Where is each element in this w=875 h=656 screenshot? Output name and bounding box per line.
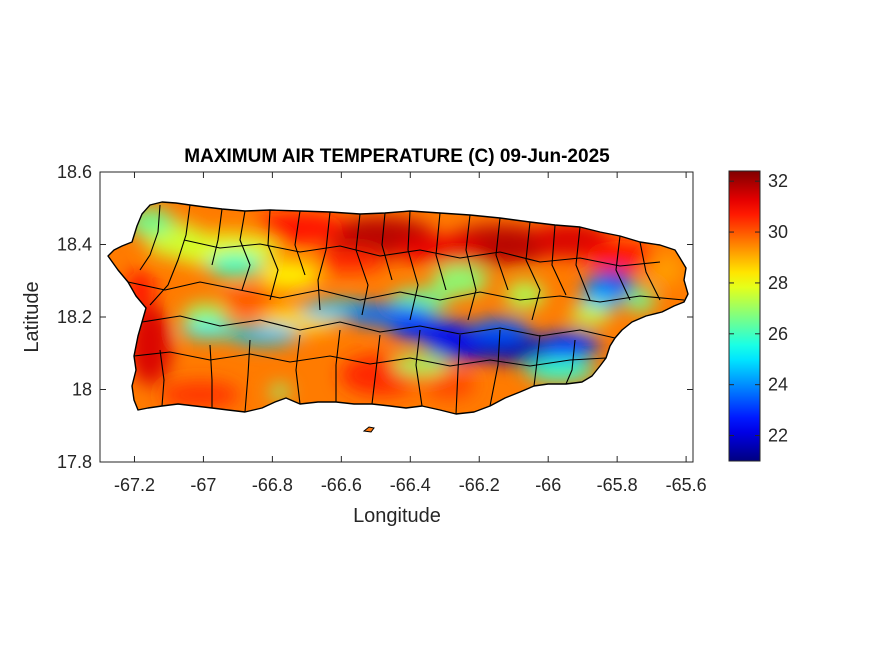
municipality-boundary [159, 349, 165, 407]
municipality-boundary [244, 339, 251, 413]
temperature-patch [315, 248, 385, 272]
municipality-boundary [127, 281, 685, 303]
municipality-boundary [381, 212, 393, 281]
municipality-boundary [565, 339, 576, 385]
colorbar-tick-label: 26 [768, 324, 788, 344]
municipality-boundary [267, 209, 279, 301]
x-axis-label: Longitude [353, 505, 441, 527]
temperature-patch [270, 384, 290, 400]
municipality-boundary [294, 210, 306, 276]
colorbar-tick-label: 32 [768, 171, 788, 191]
temperature-patch [395, 236, 485, 264]
x-tick-label: -66 [535, 475, 561, 495]
municipality-boundary [371, 334, 381, 405]
colorbar-tick-label: 22 [768, 426, 788, 446]
x-axis: -67.2 -67 -66.8 -66.6 -66.4 -66.2 -66 -65.8 -65.… [114, 172, 707, 495]
municipality-boundary [183, 239, 661, 267]
y-tick-label: 18.4 [57, 235, 92, 255]
temperature-patch [183, 303, 227, 327]
x-tick-label: -66.8 [252, 475, 293, 495]
y-tick-label: 18.6 [57, 162, 92, 182]
municipality-boundary [335, 329, 341, 402]
municipality-boundary [533, 334, 541, 387]
y-axis-label: Latitude [21, 281, 43, 352]
municipality-boundaries [127, 204, 685, 414]
colorbar-gradient [728, 170, 761, 462]
municipality-boundary [525, 221, 541, 321]
colorbar-tick-label: 28 [768, 273, 788, 293]
municipality-boundary [209, 344, 213, 408]
municipality-boundary [149, 204, 191, 306]
temperature-patch [207, 253, 263, 277]
municipality-boundary [435, 212, 447, 291]
temperature-patch [570, 305, 610, 325]
x-tick-label: -65.6 [666, 475, 707, 495]
caja-de-muertos-islet [362, 426, 375, 433]
y-tick-label: 18 [72, 380, 92, 400]
island-outline [107, 201, 689, 415]
x-tick-label: -67.2 [114, 475, 155, 495]
municipality-boundary [133, 351, 607, 367]
x-tick-label: -66.2 [459, 475, 500, 495]
map-title: MAXIMUM AIR TEMPERATURE (C) 09-Jun-2025 [184, 146, 610, 167]
municipality-boundary [489, 329, 501, 407]
y-tick-label: 18.2 [57, 307, 92, 327]
temperature-patch [425, 371, 475, 399]
municipality-boundary [139, 204, 161, 271]
temperature-patch [392, 355, 448, 375]
temperature-patch [625, 288, 655, 312]
temperature-patch [160, 381, 240, 409]
municipality-boundary [495, 217, 509, 291]
y-tick-label: 17.8 [57, 452, 92, 472]
temperature-patch [647, 254, 683, 286]
colorbar-tick-label: 30 [768, 222, 788, 242]
municipality-boundary [465, 214, 477, 321]
x-tick-label: -67 [190, 475, 216, 495]
temperature-patch [540, 331, 600, 359]
municipality-boundary [455, 334, 461, 414]
colorbar-tick-label: 24 [768, 375, 788, 395]
temperature-patch [180, 322, 240, 338]
municipality-boundary [407, 210, 419, 321]
temperature-patch [255, 212, 345, 244]
municipality-boundary [639, 241, 661, 301]
temperature-patch [505, 281, 545, 309]
x-tick-label: -65.8 [597, 475, 638, 495]
y-axis: 17.8 18 18.2 18.4 18.6 [57, 162, 693, 472]
x-tick-label: -66.6 [321, 475, 362, 495]
municipality-boundary [295, 334, 301, 405]
municipality-boundary [615, 235, 631, 301]
colorbar: 22 24 26 28 30 32 [728, 170, 788, 462]
municipality-boundary [575, 226, 591, 301]
x-tick-label: -66.4 [390, 475, 431, 495]
municipality-boundary [551, 224, 567, 296]
municipality-boundary [355, 213, 369, 316]
municipality-boundary [211, 208, 223, 266]
temperature-patch [260, 261, 320, 289]
municipality-boundary [239, 210, 251, 291]
municipality-boundary [317, 211, 331, 311]
temperature-patch [230, 325, 300, 345]
temperature-patch [220, 288, 280, 312]
municipality-boundary [415, 329, 423, 407]
